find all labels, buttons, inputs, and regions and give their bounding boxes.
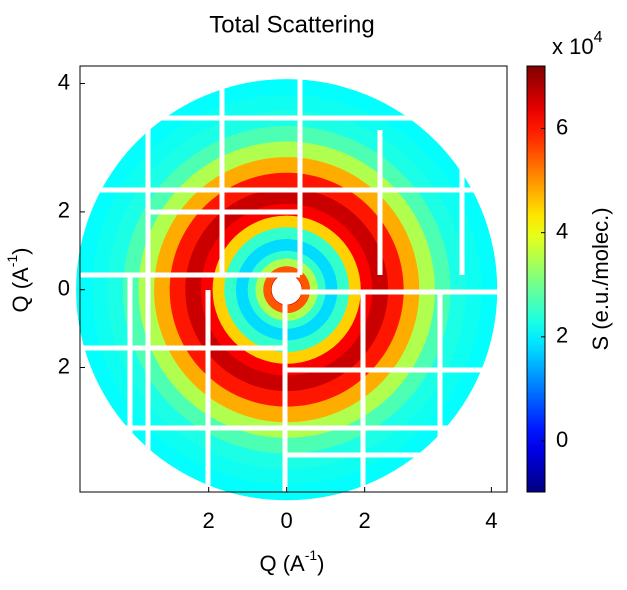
plot-frame	[79, 65, 508, 493]
beam-stop	[271, 274, 302, 305]
colorbar-multiplier: x 104	[552, 29, 603, 59]
x-tick-label: 2	[359, 508, 371, 533]
x-axis-label: Q (A-1)	[259, 547, 324, 576]
y-axis-label: Q (A-1)	[4, 247, 33, 312]
y-tick-label: 2	[58, 353, 70, 378]
colorbar-tick-label: 2	[556, 323, 568, 348]
y-tick-label: 4	[58, 69, 70, 94]
colorbar-tick-label: 0	[556, 427, 568, 452]
colorbar-label: S (e.u./molec.)	[588, 207, 613, 350]
x-tick-label: 2	[203, 508, 215, 533]
x-tick-label: 4	[485, 508, 497, 533]
colorbar	[526, 65, 546, 493]
panel-gaps	[80, 66, 507, 492]
colorbar-tick-label: 4	[556, 218, 568, 243]
y-tick-label: 0	[58, 276, 70, 301]
x-tick-label: 0	[281, 508, 293, 533]
chart-title: Total Scattering	[209, 11, 374, 38]
colorbar-tick-label: 6	[556, 114, 568, 139]
y-tick-label: 2	[58, 198, 70, 223]
plot-area	[76, 66, 507, 501]
